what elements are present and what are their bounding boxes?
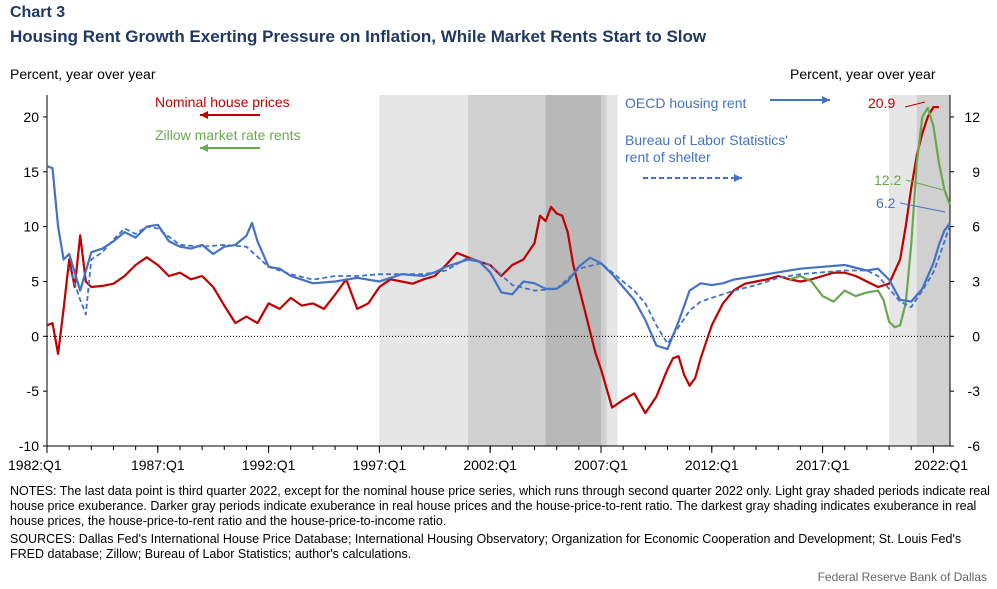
leader-oecd <box>899 202 946 213</box>
series-lines <box>46 105 952 415</box>
right-tick-label: 3 <box>972 273 980 289</box>
x-tick-label: 1987:Q1 <box>131 457 185 473</box>
line-chart: -10 -5 0 5 10 15 20 -6 -3 0 3 6 9 12 1982:Q1 1987:Q1 199… <box>8 94 980 473</box>
chart-title: Housing Rent Growth Exerting Pressure on… <box>10 27 707 46</box>
right-axis-unit: Percent, year over year <box>790 66 936 82</box>
legend-nominal-house-prices: Nominal house prices <box>155 94 290 110</box>
x-tick-label: 1982:Q1 <box>8 457 62 473</box>
left-tick-label: -5 <box>27 383 40 399</box>
legend-zillow-rents: Zillow market rate rents <box>155 127 300 143</box>
legend-arrow-nominal-head <box>200 111 208 119</box>
left-tick-label: 0 <box>31 328 39 344</box>
series-line-1 <box>788 106 952 329</box>
chart-number: Chart 3 <box>10 4 66 21</box>
left-tick-label: 20 <box>23 109 39 125</box>
x-tick-label: 2012:Q1 <box>685 457 739 473</box>
x-tick-label: 2017:Q1 <box>796 457 850 473</box>
credit: Federal Reserve Bank of Dallas <box>817 570 987 584</box>
x-tick-label: 1997:Q1 <box>353 457 407 473</box>
left-tick-label: 5 <box>31 273 39 289</box>
label-nominal-last: 20.9 <box>868 95 895 111</box>
series-line-0 <box>46 105 939 415</box>
left-tick-label: 10 <box>23 219 39 235</box>
right-tick-label: -3 <box>968 383 981 399</box>
leader-zillow <box>905 179 944 191</box>
x-tick-label: 2002:Q1 <box>463 457 517 473</box>
notes-text: NOTES: The last data point is third quar… <box>10 484 990 528</box>
label-oecd-last: 6.2 <box>876 195 896 211</box>
sources-text: SOURCES: Dallas Fed's International Hous… <box>10 532 962 561</box>
legend-arrow-bls-head <box>734 174 742 182</box>
x-tick-label: 2007:Q1 <box>574 457 628 473</box>
left-axis-unit: Percent, year over year <box>10 66 156 82</box>
right-tick-label: 12 <box>964 109 980 125</box>
axes: -10 -5 0 5 10 15 20 -6 -3 0 3 6 9 12 1982:Q1 1987:Q1 199… <box>8 95 980 473</box>
right-tick-label: 9 <box>972 164 980 180</box>
right-tick-label: 0 <box>972 328 980 344</box>
shade-dark-2 <box>545 95 601 446</box>
legend-bls-rent-line1: Bureau of Labor Statistics' <box>625 132 788 148</box>
legend-oecd-rent: OECD housing rent <box>625 95 747 111</box>
notes-block: NOTES: The last data point is third quar… <box>10 484 990 565</box>
leader-nominal <box>904 101 926 108</box>
left-tick-label: -10 <box>19 438 39 454</box>
left-tick-label: 15 <box>23 164 39 180</box>
label-zillow-last: 12.2 <box>874 172 901 188</box>
legend-arrow-oecd-head <box>822 96 830 104</box>
legend-arrow-zillow-head <box>200 144 208 152</box>
legend-bls-rent-line2: rent of shelter <box>625 149 711 165</box>
shaded-periods <box>379 95 950 446</box>
right-tick-label: 6 <box>972 219 980 235</box>
right-tick-label: -6 <box>968 438 981 454</box>
legend: Nominal house prices Zillow market rate … <box>155 94 946 213</box>
x-tick-label: 2022:Q1 <box>914 457 968 473</box>
x-tick-label: 1992:Q1 <box>242 457 296 473</box>
